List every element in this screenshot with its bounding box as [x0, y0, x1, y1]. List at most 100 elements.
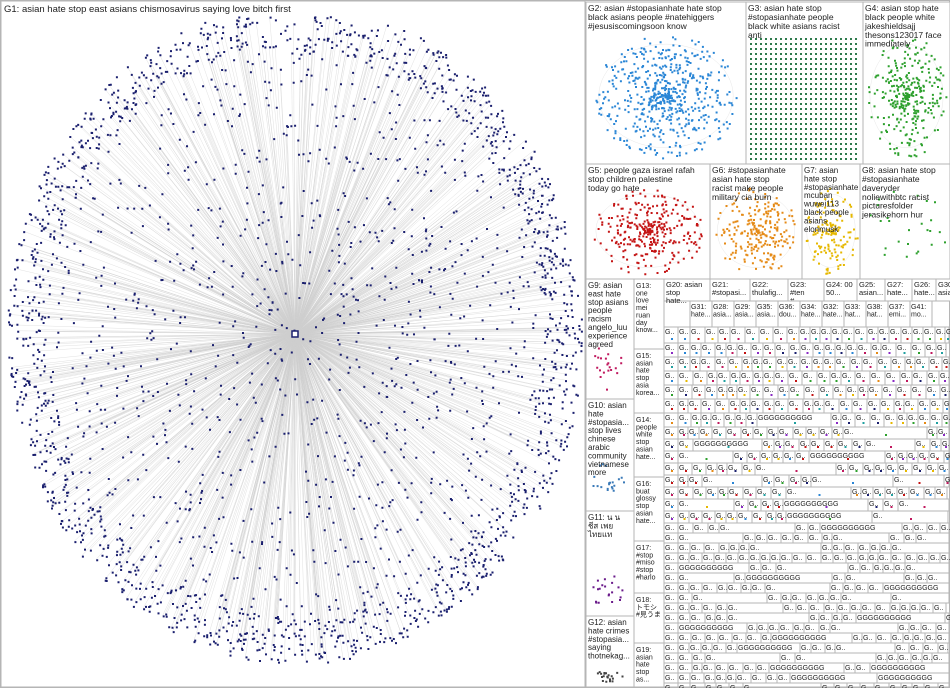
tiny-group-label: G.. — [926, 635, 935, 642]
tiny-group-label: G.. — [694, 489, 703, 496]
tiny-group-node — [903, 494, 905, 496]
tiny-group-label: G.. — [706, 685, 715, 688]
group-panel-g10: G10: asian hate #stopasia... stop lives chin… — [585, 398, 635, 512]
tiny-group-label: G.. — [730, 401, 739, 408]
g7-label: G7: asian hate stop #stopasianhate mcuban wu… — [803, 166, 859, 234]
tiny-group-node — [918, 394, 921, 396]
tiny-group-label: GGGGGGGGGG — [694, 441, 748, 448]
tiny-group-label: G.. — [729, 359, 738, 366]
tiny-group-node — [837, 434, 840, 436]
tiny-group-label: G.. — [679, 595, 688, 602]
tiny-group-node — [766, 458, 768, 460]
tiny-group-node — [721, 366, 724, 368]
g5-label: G5: people gaza israel rafah stop childre… — [588, 165, 695, 193]
tiny-group-label: G.. — [899, 625, 908, 632]
group-panel-g20: G20: asian stop hate... — [663, 278, 711, 305]
tiny-group-label: G.. — [833, 575, 842, 582]
tiny-group-label: G.. — [803, 373, 812, 380]
tiny-group-node — [757, 366, 759, 368]
tiny-group-label: G.. — [809, 525, 818, 532]
tiny-group-label: G.. — [665, 535, 674, 542]
tiny-group-label: G.. — [917, 575, 926, 582]
tiny-group-label: G.. — [665, 615, 674, 622]
tiny-group-label: G.. — [928, 373, 937, 380]
tiny-group-node — [930, 352, 933, 354]
tiny-group-label: G.. — [901, 373, 910, 380]
tiny-group-node — [789, 458, 791, 460]
tiny-group-label: G.. — [820, 387, 829, 394]
tiny-group-node — [671, 446, 673, 448]
tiny-group-label: G.. — [693, 465, 702, 472]
tiny-group-label: G.. — [690, 645, 699, 652]
tiny-group-node — [744, 352, 746, 354]
tiny-group-label: G.. — [831, 625, 840, 632]
tiny-group-node — [856, 366, 858, 368]
group-panel-g26: G26: hate... — [911, 278, 937, 302]
tiny-group-node — [919, 470, 921, 472]
tiny-group-label: GGGGGGGGGG — [884, 585, 938, 592]
tiny-group-label: G.. — [916, 441, 925, 448]
tiny-group-label: G.. — [738, 345, 747, 352]
tiny-group-node — [895, 338, 897, 340]
tiny-group-node — [768, 380, 771, 382]
tiny-group-node — [768, 482, 770, 484]
tiny-group-label: G.. — [706, 329, 715, 336]
tiny-group-label: G.. — [718, 585, 727, 592]
tiny-group-label: G.. — [881, 545, 890, 552]
tiny-group-tile — [748, 542, 822, 554]
tiny-group-label: G.. — [819, 595, 828, 602]
g29-label: G29: asia... — [735, 304, 754, 318]
tiny-group-node — [685, 380, 688, 382]
tiny-group-label: G.. — [679, 655, 688, 662]
tiny-group-label: G.. — [665, 655, 674, 662]
tiny-group-label: G.. — [851, 605, 860, 612]
tiny-group-label: G.. — [888, 655, 897, 662]
tiny-group-label: G.. — [689, 477, 698, 484]
group-panel-g34: G34: hate... — [799, 300, 823, 328]
tiny-group-label: G.. — [930, 453, 939, 460]
tiny-group-label: G.. — [742, 429, 751, 436]
tiny-group-label: GGGGGGGGGG — [679, 565, 733, 572]
tiny-group-label: G.. — [716, 665, 725, 672]
tiny-group-label: G.. — [665, 525, 674, 532]
tiny-group-node — [872, 338, 875, 340]
tiny-group-label: G.. — [694, 373, 703, 380]
tiny-group-node — [947, 338, 949, 340]
tiny-group-node — [829, 366, 831, 368]
tiny-group-label: G.. — [886, 489, 895, 496]
tiny-group-node — [743, 394, 746, 396]
tiny-group-label: G.. — [731, 373, 740, 380]
group-panel-g29: G29: asia... — [733, 300, 757, 328]
tiny-group-label: G.. — [831, 373, 840, 380]
tiny-group-label: G.. — [729, 665, 738, 672]
tiny-group-label: G.. — [813, 359, 822, 366]
tiny-group-label: G.. — [784, 453, 793, 460]
tiny-group-node — [780, 338, 782, 340]
tiny-group-label: G.. — [822, 555, 831, 562]
tiny-group-node — [759, 518, 761, 520]
tiny-group-node — [875, 506, 878, 508]
tiny-group-label: G.. — [716, 675, 725, 682]
tiny-group-label: G.. — [761, 453, 770, 460]
tiny-group-label: G.. — [718, 373, 727, 380]
tiny-group-label: G.. — [764, 387, 773, 394]
tiny-group-label: G.. — [691, 345, 700, 352]
tiny-group-label: G.. — [845, 665, 854, 672]
tiny-group-node — [823, 380, 826, 382]
tiny-group-node — [737, 338, 740, 340]
tiny-group-label: GGGGGGGGGG — [787, 513, 841, 520]
tiny-group-label: G.. — [718, 387, 727, 394]
tiny-group-node — [731, 352, 734, 354]
group-panel-g1: G1: asian hate stop east asians chismosa… — [0, 0, 586, 688]
tiny-group-node — [848, 338, 850, 340]
tiny-group-label: G.. — [750, 565, 759, 572]
group-panel-g35: G35: asia... — [755, 300, 779, 328]
tiny-group-label: G.. — [856, 373, 865, 380]
tiny-group-label: G.. — [833, 545, 842, 552]
tiny-group-node — [785, 434, 788, 436]
tiny-group-label: G.. — [716, 615, 725, 622]
g22-label: G22: thulafig... — [752, 280, 782, 297]
tiny-group-label: G.. — [908, 453, 917, 460]
tiny-group-label: G.. — [692, 635, 701, 642]
tiny-group-label: G.. — [821, 329, 830, 336]
